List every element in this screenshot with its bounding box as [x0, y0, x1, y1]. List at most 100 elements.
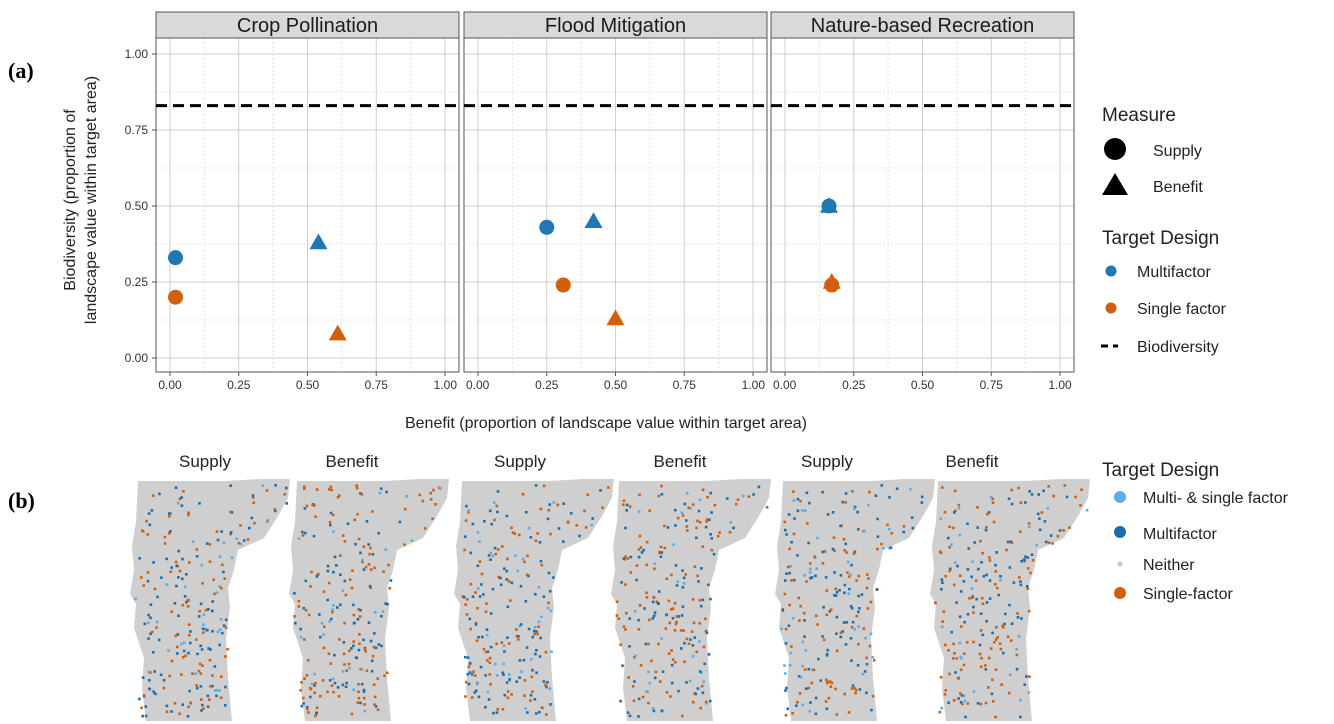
map-cell — [148, 523, 152, 527]
map-cell — [955, 601, 958, 604]
map-cell — [654, 670, 658, 674]
map-cell — [169, 530, 172, 533]
map-cell — [211, 684, 214, 688]
map-cell — [625, 611, 628, 615]
map-cell — [168, 512, 171, 515]
map-cell — [544, 683, 547, 687]
map-cell — [999, 647, 1003, 651]
map-cell — [695, 536, 698, 540]
map-cell — [191, 540, 195, 543]
map-cell — [550, 650, 553, 653]
map-cell — [545, 713, 548, 716]
map-cell — [790, 645, 793, 648]
map-cell — [146, 579, 150, 583]
map-cell — [224, 626, 228, 629]
map-cell — [381, 610, 385, 613]
map-cell — [252, 501, 255, 505]
map-cell — [195, 684, 198, 687]
map-cell — [707, 583, 710, 587]
map-cell — [548, 503, 551, 506]
map-cell — [518, 676, 521, 679]
map-cell — [480, 583, 483, 586]
map-cell — [797, 675, 801, 678]
map-cell — [729, 521, 732, 524]
map-cell — [545, 685, 548, 689]
map-cell — [307, 711, 310, 714]
map-cell — [369, 568, 373, 571]
map-cell — [865, 662, 869, 666]
map-cell — [548, 589, 552, 593]
map-panel-1: Supply — [130, 452, 290, 721]
map-cell — [134, 597, 137, 601]
map-cell — [657, 642, 660, 646]
map-cell — [333, 555, 337, 559]
map-cell — [963, 620, 966, 624]
map-cell — [967, 547, 970, 550]
map-cell — [530, 675, 534, 679]
map-cell — [365, 669, 369, 673]
map-cell — [1015, 653, 1019, 657]
map-cell — [963, 699, 967, 703]
map-cell — [229, 532, 232, 536]
map-cell — [783, 672, 787, 675]
map-cell — [174, 486, 178, 489]
map-cell — [187, 705, 190, 709]
map-cell — [473, 691, 477, 694]
map-cell — [637, 697, 641, 701]
map-cell — [839, 574, 843, 577]
map-cell — [1044, 540, 1048, 544]
map-cell — [994, 638, 998, 641]
map-cell — [359, 492, 362, 495]
map-title: Benefit — [326, 452, 379, 471]
map-cell — [856, 663, 860, 667]
map-cell — [663, 524, 666, 528]
map-cell — [489, 683, 492, 686]
map-cell — [143, 622, 146, 626]
map-cell — [359, 608, 362, 612]
map-cell — [248, 526, 251, 530]
map-cell — [503, 567, 506, 570]
map-cell — [844, 542, 848, 546]
map-cell — [527, 526, 531, 530]
map-cell — [265, 489, 269, 492]
map-shape — [130, 479, 290, 721]
map-cell — [1003, 622, 1006, 626]
legend-design-title: Target Design — [1102, 228, 1219, 249]
map-cell — [371, 510, 374, 513]
map-cell — [341, 534, 345, 537]
map-cell — [852, 552, 856, 555]
map-cell — [809, 701, 812, 704]
major-gridlines — [464, 38, 767, 372]
map-cell — [338, 494, 341, 497]
map-cell — [645, 563, 649, 567]
map-cell — [973, 541, 977, 544]
map-cell — [747, 495, 751, 498]
map-cell — [705, 518, 709, 521]
map-cell — [795, 704, 798, 707]
map-cell — [988, 559, 992, 562]
map-cell — [863, 670, 867, 673]
map-cell — [865, 656, 868, 660]
map-cell — [670, 649, 673, 652]
map-cell — [939, 676, 943, 679]
map-cell — [357, 690, 360, 694]
map-cell — [377, 531, 380, 535]
map-cell — [622, 499, 626, 503]
map-cell — [475, 681, 479, 684]
map-cell — [667, 652, 671, 655]
map-cell — [988, 556, 991, 559]
map-cell — [695, 650, 699, 654]
map-cell — [517, 635, 520, 638]
map-cell — [986, 512, 989, 516]
map-cell — [1030, 553, 1034, 556]
map-cell — [538, 655, 542, 658]
map-cell — [506, 690, 510, 693]
map-cell — [147, 512, 151, 515]
map-cell — [1007, 497, 1011, 501]
map-cell — [526, 554, 529, 558]
map-cell — [198, 609, 201, 613]
map-cell — [318, 613, 321, 616]
map-cell — [902, 530, 905, 534]
map-cell — [1038, 517, 1041, 520]
major-gridlines — [156, 38, 459, 372]
